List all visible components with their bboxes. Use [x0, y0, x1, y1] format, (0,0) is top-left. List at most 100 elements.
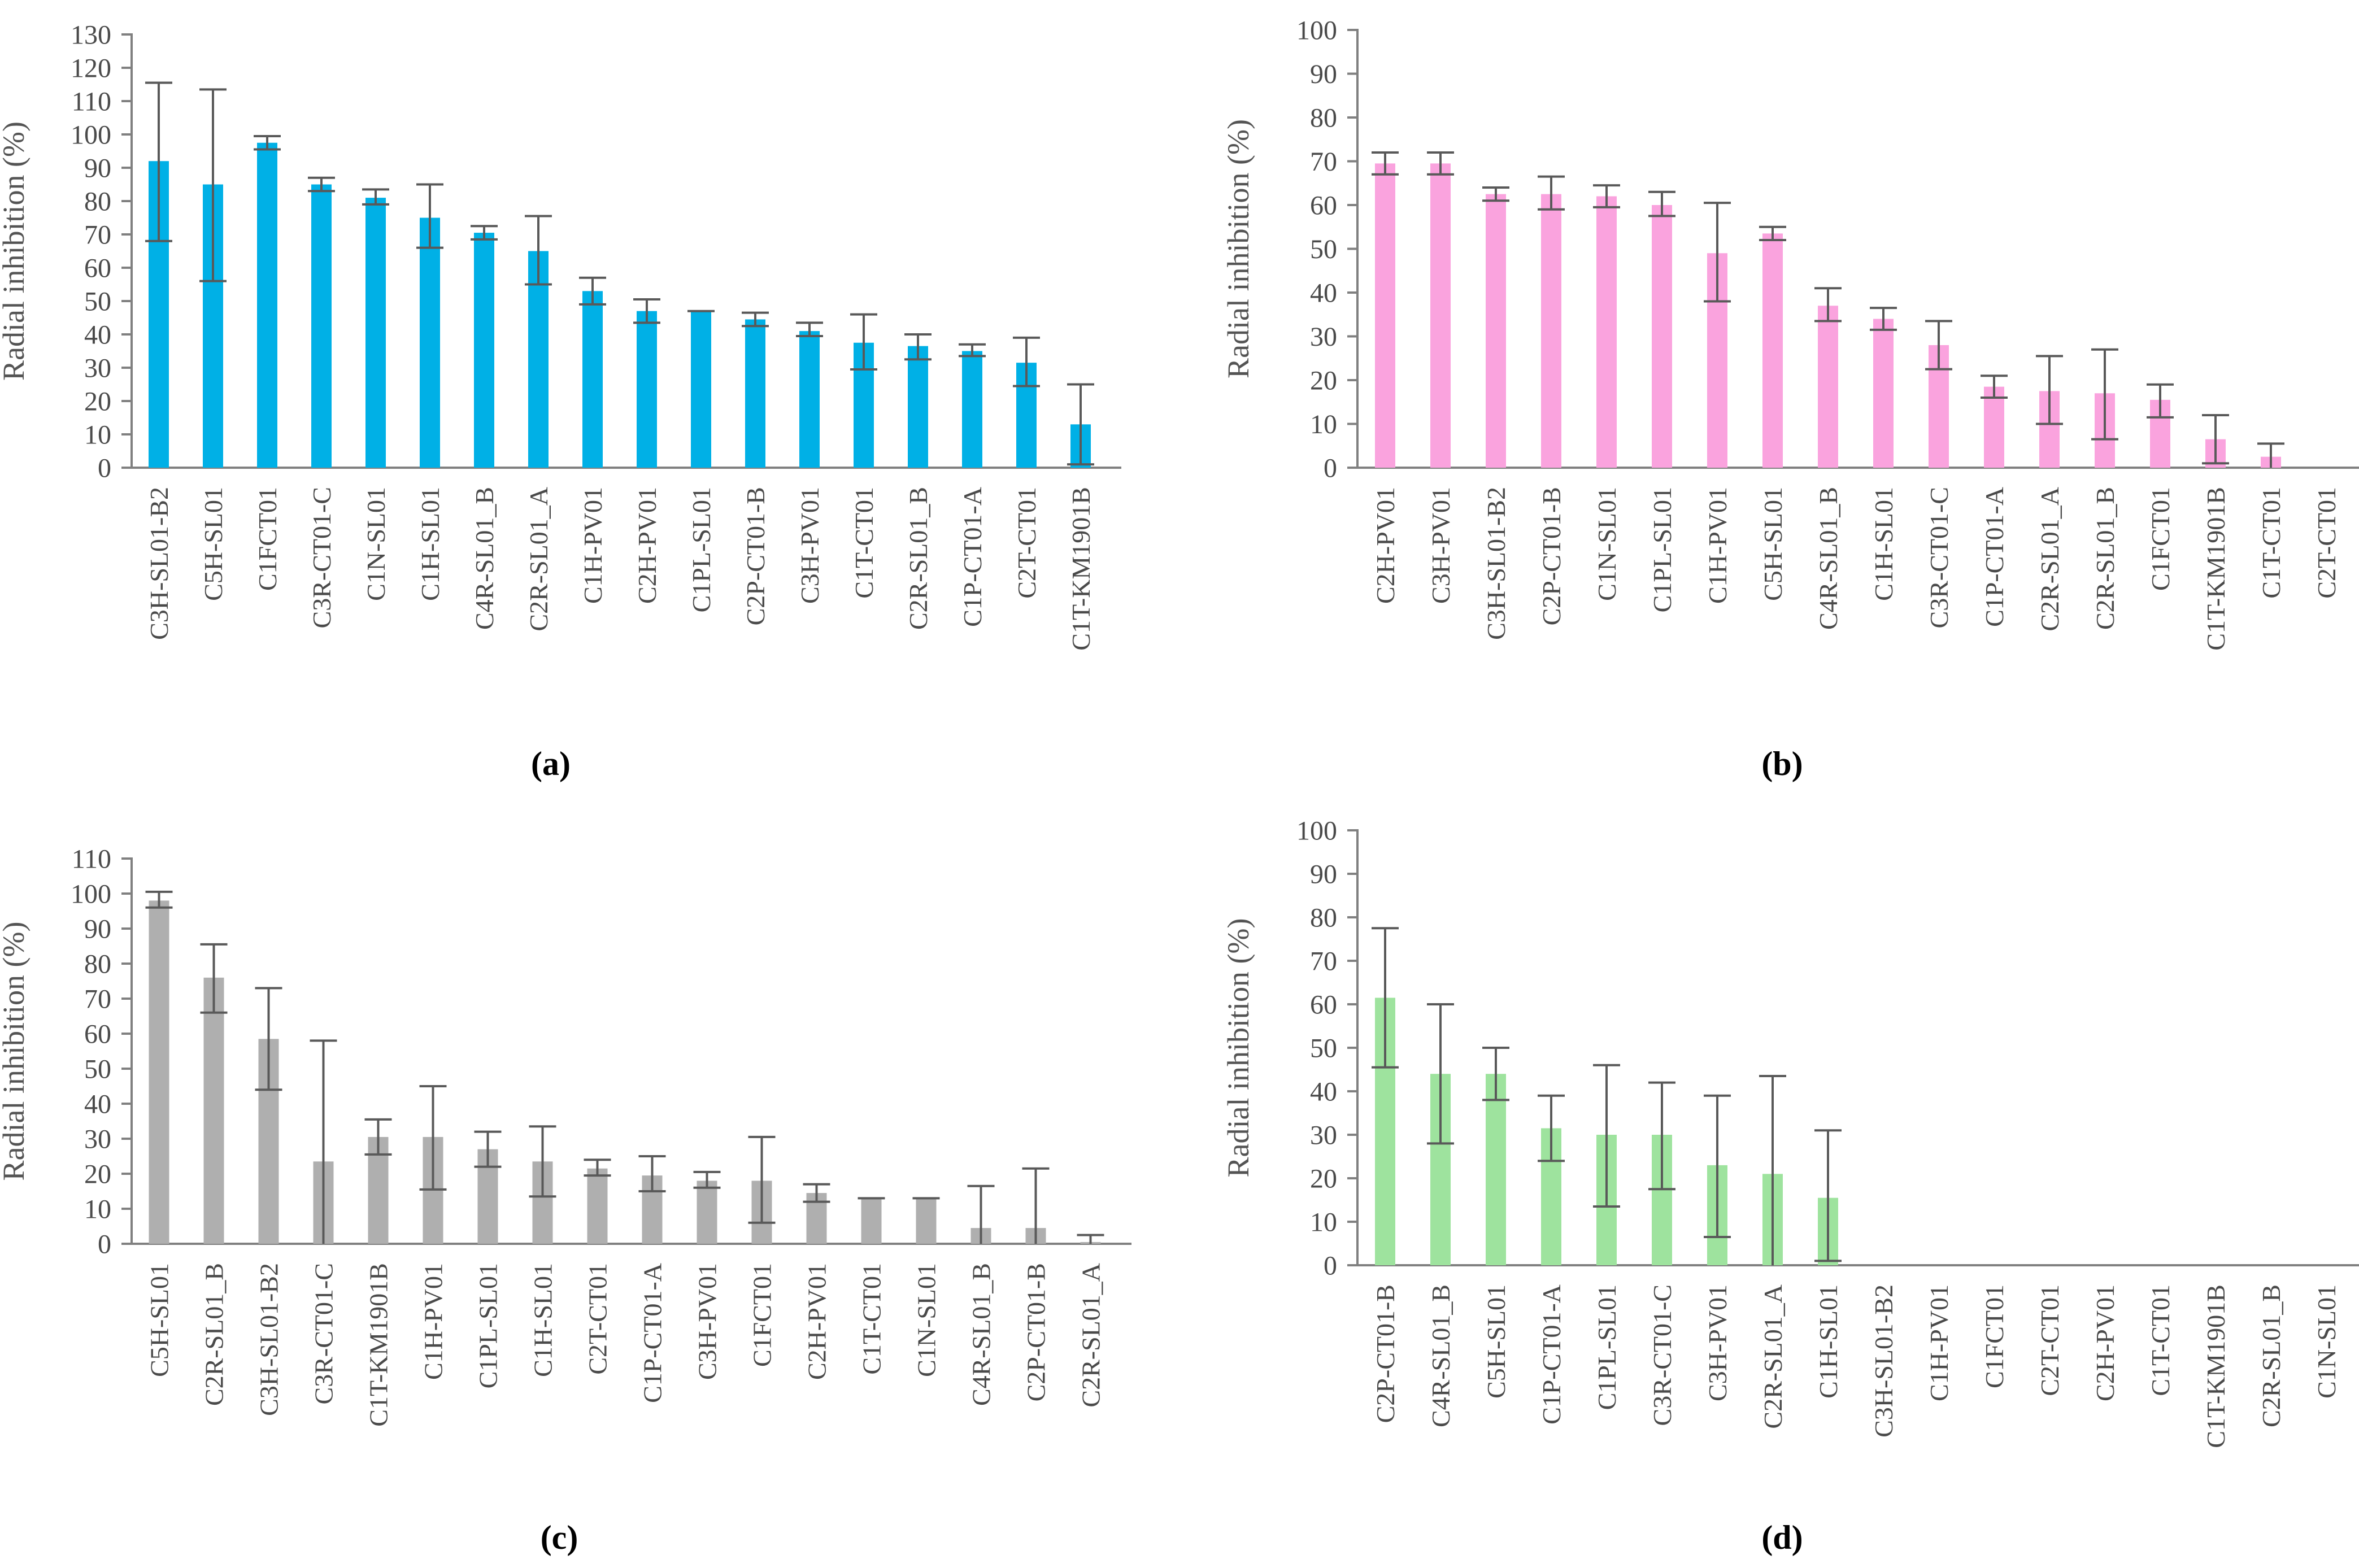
- x-category-label: C3H-PV01: [795, 487, 824, 604]
- bar: [861, 1198, 882, 1244]
- y-tick-label: 100: [71, 879, 111, 909]
- panel-caption-a: (a): [531, 745, 571, 782]
- x-category-label: C1H-SL01: [1869, 487, 1898, 601]
- x-category-label: C1T-CT01: [850, 487, 878, 599]
- x-category-label: C5H-SL01: [1759, 487, 1787, 601]
- y-tick-label: 20: [1310, 1164, 1337, 1194]
- bar: [1652, 205, 1672, 468]
- x-category-label: C2T-CT01: [2312, 487, 2341, 599]
- y-tick-label: 50: [84, 1054, 111, 1084]
- y-tick-label: 40: [1310, 278, 1337, 308]
- x-category-label: C1FCT01: [253, 487, 282, 591]
- y-tick-label: 50: [84, 286, 111, 316]
- x-category-label: C1N-SL01: [2312, 1284, 2341, 1399]
- x-category-label: C4R-SL01_B: [1426, 1284, 1455, 1427]
- x-category-label: C1N-SL01: [362, 487, 390, 601]
- y-tick-label: 100: [1296, 816, 1337, 846]
- x-category-label: C1H-SL01: [529, 1263, 558, 1377]
- bar: [1541, 194, 1561, 468]
- y-tick-label: 70: [1310, 946, 1337, 976]
- y-tick-label: 30: [84, 353, 111, 383]
- x-category-label: C1FCT01: [2146, 487, 2175, 591]
- y-tick-label: 30: [84, 1124, 111, 1154]
- x-category-label: C2R-SL01_A: [2035, 487, 2064, 631]
- y-tick-label: 20: [84, 1159, 111, 1189]
- x-category-label: C1PL-SL01: [687, 487, 716, 612]
- x-category-label: C2T-CT01: [2035, 1284, 2064, 1396]
- bar: [582, 291, 603, 468]
- x-category-label: C3H-SL01-B2: [145, 487, 173, 640]
- x-category-label: C1P-CT01-A: [958, 487, 987, 627]
- bar: [1818, 306, 1838, 468]
- y-tick-label: 90: [84, 153, 111, 183]
- x-category-label: C5H-SL01: [1482, 1284, 1511, 1399]
- bar: [1596, 196, 1617, 468]
- x-category-label: C1N-SL01: [912, 1263, 941, 1377]
- x-category-label: C1T-KM1901B: [1067, 487, 1095, 651]
- bar: [697, 1181, 717, 1244]
- bar: [203, 977, 224, 1244]
- x-category-label: C1H-PV01: [578, 487, 607, 604]
- y-tick-label: 10: [1310, 1207, 1337, 1237]
- bar: [474, 233, 494, 468]
- x-category-label: C3H-PV01: [1703, 1284, 1732, 1401]
- x-category-label: C1P-CT01-A: [1980, 487, 2009, 627]
- x-category-label: C2P-CT01-B: [1371, 1284, 1400, 1423]
- x-category-label: C2H-PV01: [2091, 1284, 2119, 1401]
- y-tick-label: 90: [84, 914, 111, 944]
- y-tick-label: 30: [1310, 1120, 1337, 1150]
- y-tick-label: 80: [84, 186, 111, 216]
- y-tick-label: 0: [98, 453, 111, 483]
- x-category-label: C3R-CT01-C: [1925, 487, 1953, 628]
- y-tick-label: 10: [84, 1194, 111, 1224]
- bar: [1430, 163, 1451, 468]
- y-tick-label: 80: [84, 949, 111, 979]
- y-tick-label: 110: [72, 844, 111, 874]
- x-category-label: C3R-CT01-C: [310, 1263, 338, 1404]
- y-tick-label: 60: [84, 1019, 111, 1049]
- x-category-label: C2P-CT01-B: [1537, 487, 1566, 625]
- y-tick-label: 40: [84, 320, 111, 350]
- x-category-label: C3H-PV01: [693, 1263, 722, 1380]
- y-tick-label: 20: [84, 386, 111, 416]
- y-tick-label: 60: [1310, 990, 1337, 1020]
- bar: [1486, 194, 1506, 468]
- x-category-label: C1H-SL01: [416, 487, 445, 601]
- x-category-label: C3H-SL01-B2: [255, 1263, 284, 1416]
- x-category-label: C2R-SL01_A: [1077, 1263, 1105, 1408]
- panel-caption-b: (b): [1761, 745, 1803, 782]
- bar: [1984, 386, 2004, 468]
- y-tick-label: 50: [1310, 1033, 1337, 1063]
- y-tick-label: 0: [98, 1229, 111, 1259]
- x-category-label: C3R-CT01-C: [1648, 1284, 1677, 1426]
- bar: [149, 900, 169, 1244]
- x-category-label: C2R-SL01_B: [904, 487, 933, 630]
- x-category-label: C1T-CT01: [2257, 487, 2286, 599]
- y-tick-label: 50: [1310, 234, 1337, 264]
- y-tick-label: 30: [1310, 322, 1337, 352]
- panel-caption-d: (d): [1761, 1519, 1803, 1556]
- y-tick-label: 70: [1310, 147, 1337, 177]
- x-category-label: C1T-CT01: [858, 1263, 886, 1375]
- x-category-label: C1T-KM1901B: [2201, 487, 2230, 651]
- bar: [365, 198, 386, 468]
- x-category-label: C1PL-SL01: [474, 1263, 503, 1388]
- y-axis-title: Radial inhibition (%): [1221, 119, 1255, 378]
- y-tick-label: 60: [84, 253, 111, 283]
- y-axis-title: Radial inhibition (%): [1221, 918, 1255, 1178]
- x-category-label: C1FCT01: [748, 1263, 777, 1367]
- panel-caption-c: (c): [540, 1519, 578, 1556]
- bar: [908, 346, 928, 468]
- y-axis-title: Radial inhibition (%): [0, 121, 31, 381]
- y-tick-label: 80: [1310, 903, 1337, 933]
- x-category-label: C2R-SL01_B: [200, 1263, 229, 1406]
- y-tick-label: 10: [1310, 410, 1337, 439]
- x-category-label: C1H-PV01: [1925, 1284, 1953, 1401]
- x-category-label: C2P-CT01-B: [741, 487, 770, 625]
- x-category-label: C1PL-SL01: [1592, 1284, 1621, 1410]
- x-category-label: C3H-SL01-B2: [1482, 487, 1511, 640]
- bar: [1762, 233, 1783, 468]
- y-tick-label: 40: [84, 1089, 111, 1119]
